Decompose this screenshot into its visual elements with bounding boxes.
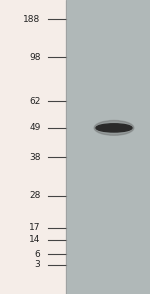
Text: 6: 6 xyxy=(35,250,41,259)
Bar xyxy=(66,0,150,294)
Text: 38: 38 xyxy=(29,153,40,162)
Text: 98: 98 xyxy=(29,53,40,62)
Text: 49: 49 xyxy=(29,123,40,132)
Text: 3: 3 xyxy=(35,260,41,269)
Text: 28: 28 xyxy=(29,191,40,200)
Ellipse shape xyxy=(96,124,132,132)
Text: 188: 188 xyxy=(23,15,40,24)
Bar xyxy=(0,0,66,294)
Text: 62: 62 xyxy=(29,97,40,106)
Text: 14: 14 xyxy=(29,235,40,244)
Text: 17: 17 xyxy=(29,223,40,232)
Ellipse shape xyxy=(94,121,134,135)
